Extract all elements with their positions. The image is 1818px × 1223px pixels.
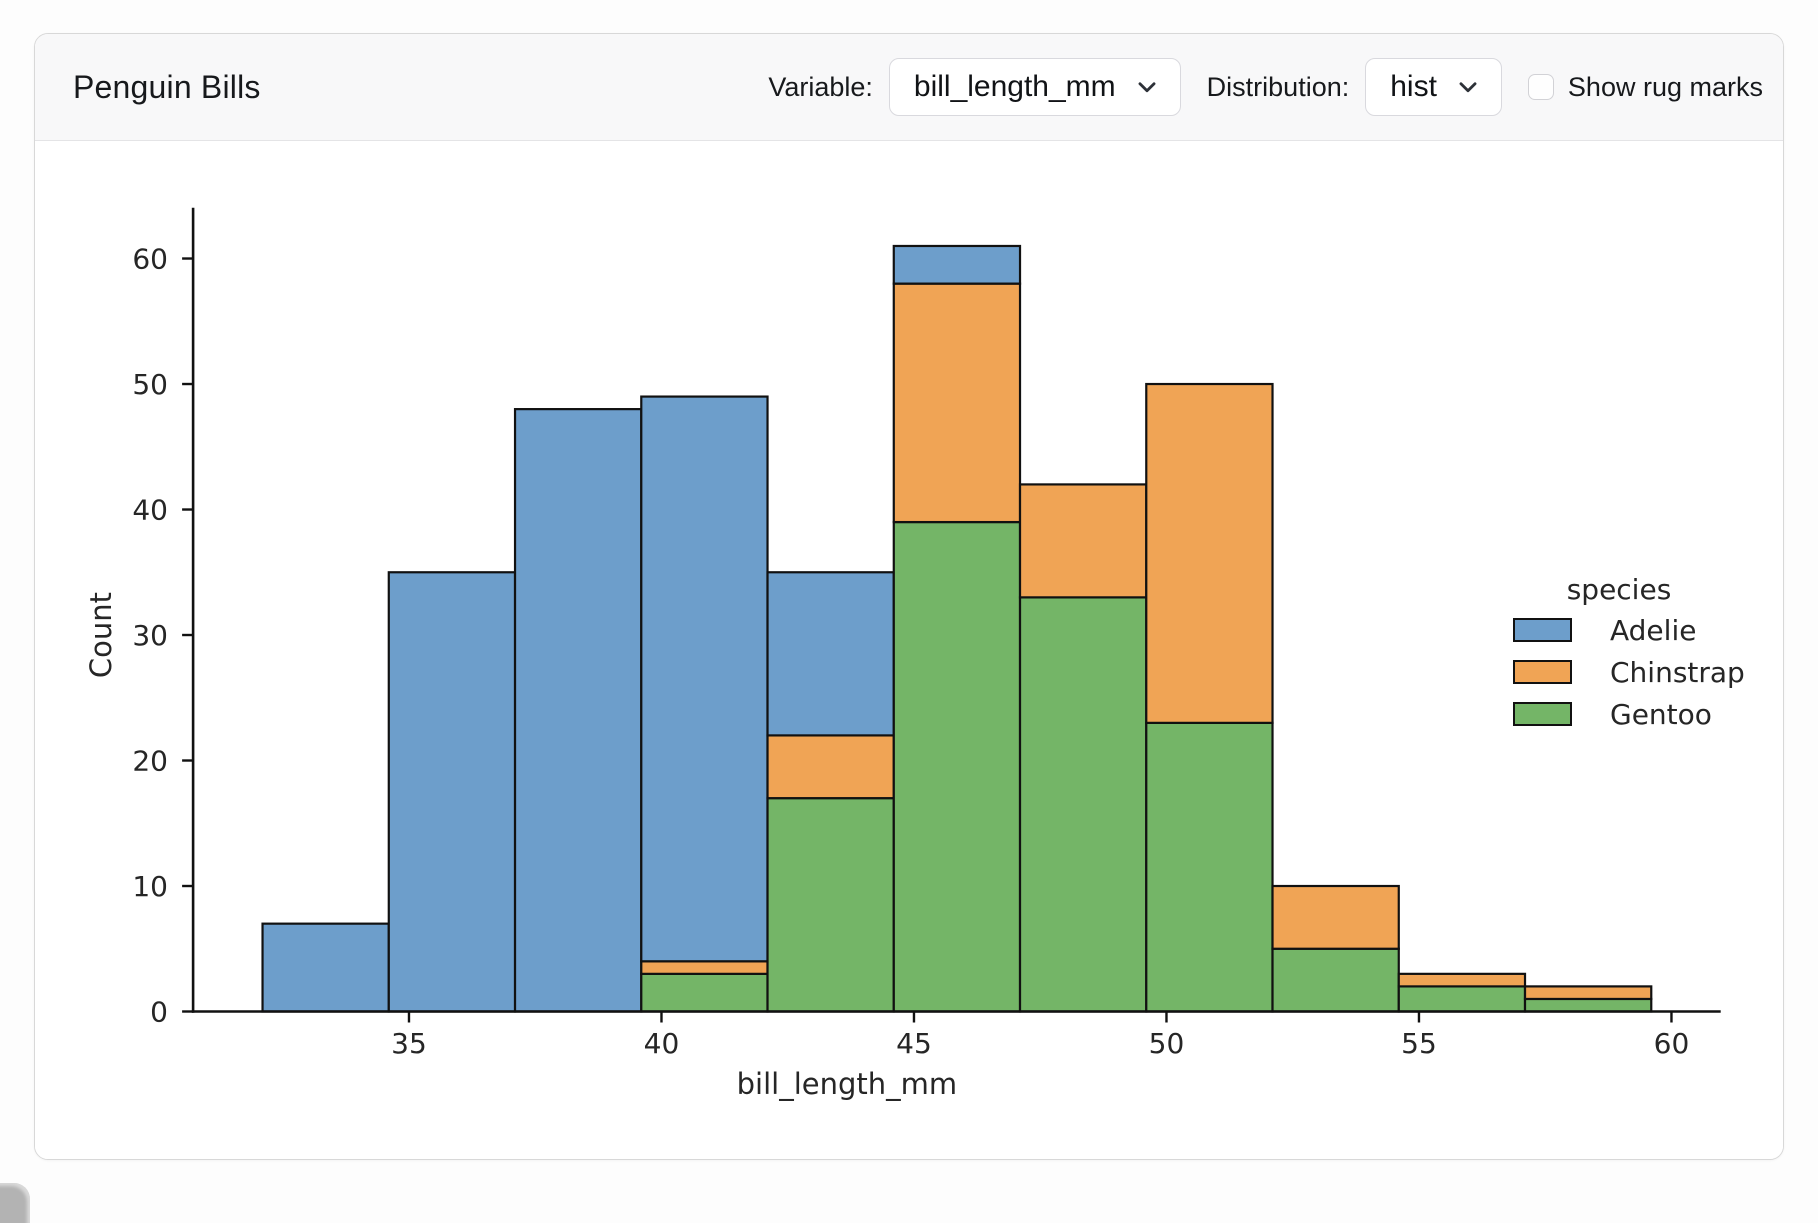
legend-title: species [1567, 573, 1672, 606]
bar-segment-adelie-bin4 [640, 395, 769, 963]
page-title: Penguin Bills [73, 68, 261, 105]
penguin-bills-card: Penguin Bills Variable: bill_length_mm D… [34, 33, 1784, 1160]
bar-segment-gentoo-bin7 [1018, 596, 1148, 1013]
histogram-chart: 35 40 45 50 55 60 0 10 20 30 40 50 60 bill_length_mm C… [84, 207, 1745, 1101]
show-rug-checkbox[interactable] [1527, 74, 1554, 100]
card-body: 35 40 45 50 55 60 0 10 20 30 40 50 60 bill_length_mm C… [35, 141, 1783, 1159]
bar-segment-gentoo-bin6 [892, 520, 1022, 1013]
distribution-select-value: hist [1390, 70, 1437, 103]
distribution-label: Distribution: [1206, 71, 1350, 102]
bar-segment-adelie-bin6 [892, 244, 1022, 285]
bar-segment-gentoo-bin5 [766, 797, 895, 1013]
show-rug-label: Show rug marks [1567, 71, 1763, 102]
y-tick-label: 40 [132, 494, 168, 527]
legend-swatch-chinstrap [1513, 660, 1572, 684]
card-header: Penguin Bills Variable: bill_length_mm D… [35, 34, 1783, 141]
bar-segment-chinstrap-bin5 [766, 734, 895, 800]
bar-segment-gentoo-bin8 [1145, 721, 1274, 1013]
legend-label-gentoo: Gentoo [1610, 698, 1712, 731]
offscreen-card-corner [0, 1183, 30, 1223]
legend-label-adelie: Adelie [1610, 614, 1696, 647]
y-tick-label: 10 [132, 870, 168, 903]
variable-label: Variable: [768, 71, 873, 102]
chevron-down-icon [1459, 82, 1477, 93]
legend-swatch-gentoo [1513, 702, 1572, 726]
variable-select-value: bill_length_mm [913, 70, 1116, 103]
bar-segment-chinstrap-bin10 [1397, 972, 1527, 988]
bar-segment-chinstrap-bin4 [640, 960, 769, 975]
legend-label-chinstrap: Chinstrap [1610, 656, 1745, 689]
y-tick-label: 50 [132, 368, 168, 401]
bar-segment-adelie-bin2 [387, 571, 517, 1013]
y-tick-label: 30 [132, 619, 168, 652]
bar-segment-adelie-bin1 [261, 922, 390, 1013]
x-tick-label: 35 [391, 1027, 427, 1060]
bar-segment-adelie-bin3 [513, 408, 643, 1013]
y-tick-label: 20 [132, 745, 168, 778]
bar-segment-gentoo-bin11 [1523, 997, 1653, 1013]
legend-swatch-adelie [1513, 618, 1572, 642]
x-tick-label: 45 [896, 1027, 932, 1060]
bar-segment-adelie-bin5 [766, 571, 895, 737]
x-tick-label: 60 [1654, 1027, 1690, 1060]
bar-segment-chinstrap-bin11 [1523, 985, 1653, 1001]
show-rug-control: Show rug marks [1527, 71, 1767, 103]
x-tick-label: 50 [1149, 1027, 1185, 1060]
bar-segment-chinstrap-bin7 [1018, 483, 1148, 599]
x-tick-label: 40 [644, 1027, 680, 1060]
y-axis-label: Count [84, 592, 118, 678]
bar-segment-chinstrap-bin9 [1271, 884, 1400, 950]
y-tick-label: 0 [150, 996, 168, 1029]
bar-segment-chinstrap-bin6 [892, 282, 1022, 524]
chevron-down-icon [1138, 82, 1156, 93]
bar-segment-chinstrap-bin8 [1145, 382, 1274, 724]
y-tick-label: 60 [132, 243, 168, 276]
x-tick-label: 55 [1401, 1027, 1437, 1060]
x-axis-label: bill_length_mm [737, 1067, 958, 1101]
variable-select[interactable]: bill_length_mm [888, 58, 1181, 116]
bar-segment-gentoo-bin9 [1271, 947, 1400, 1013]
distribution-select[interactable]: hist [1365, 58, 1502, 116]
bar-segment-gentoo-bin10 [1397, 985, 1527, 1013]
bar-segment-gentoo-bin4 [640, 972, 769, 1013]
